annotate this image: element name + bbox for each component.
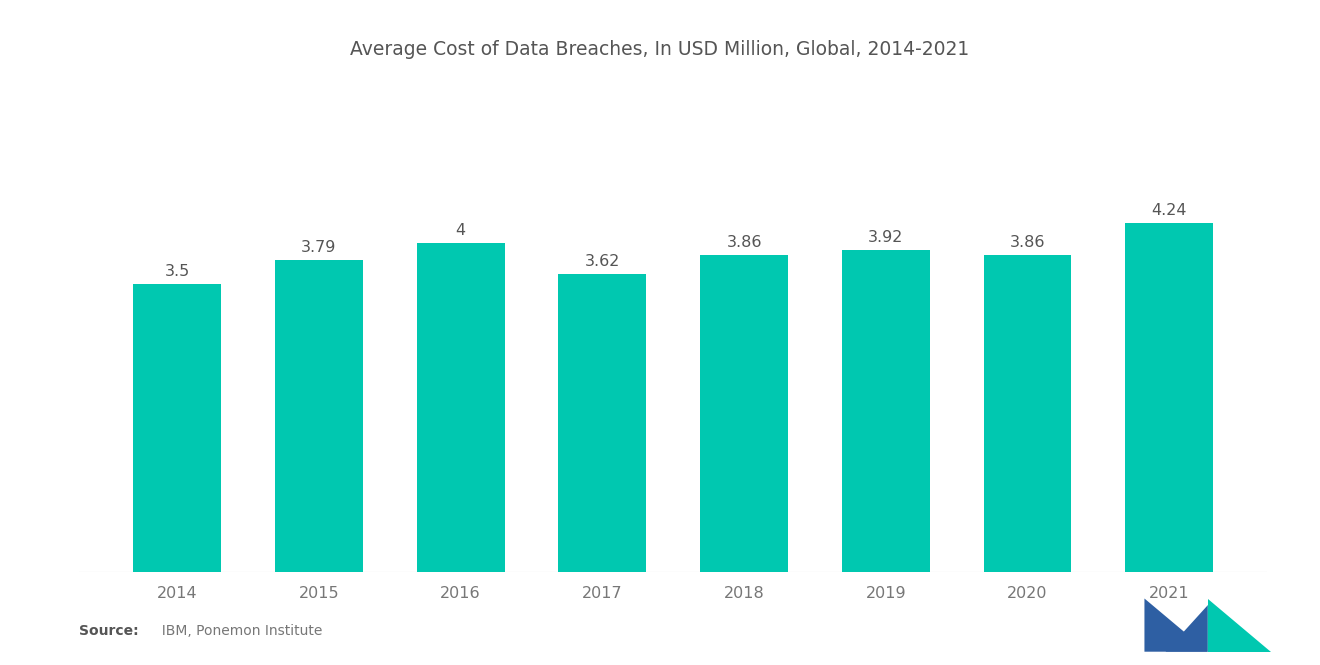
Bar: [558, 274, 647, 572]
Text: 3.62: 3.62: [585, 254, 620, 269]
Bar: [842, 249, 929, 572]
Text: 3.86: 3.86: [1010, 235, 1045, 249]
Text: 4.24: 4.24: [1151, 203, 1187, 218]
Bar: [1126, 223, 1213, 572]
Text: Source:: Source:: [79, 624, 139, 638]
Text: 3.79: 3.79: [301, 240, 337, 255]
Text: 3.86: 3.86: [726, 235, 762, 249]
Text: Average Cost of Data Breaches, In USD Million, Global, 2014-2021: Average Cost of Data Breaches, In USD Mi…: [350, 40, 970, 59]
Polygon shape: [1208, 605, 1247, 652]
Text: IBM, Ponemon Institute: IBM, Ponemon Institute: [153, 624, 322, 638]
Text: 4: 4: [455, 223, 466, 238]
Polygon shape: [1208, 598, 1271, 652]
Bar: [417, 243, 504, 572]
Bar: [133, 284, 220, 572]
Bar: [983, 255, 1072, 572]
Text: 3.5: 3.5: [165, 264, 190, 279]
Text: 3.92: 3.92: [869, 229, 903, 245]
Bar: [275, 260, 363, 572]
Polygon shape: [1144, 598, 1208, 652]
Polygon shape: [1166, 605, 1208, 652]
Bar: [700, 255, 788, 572]
